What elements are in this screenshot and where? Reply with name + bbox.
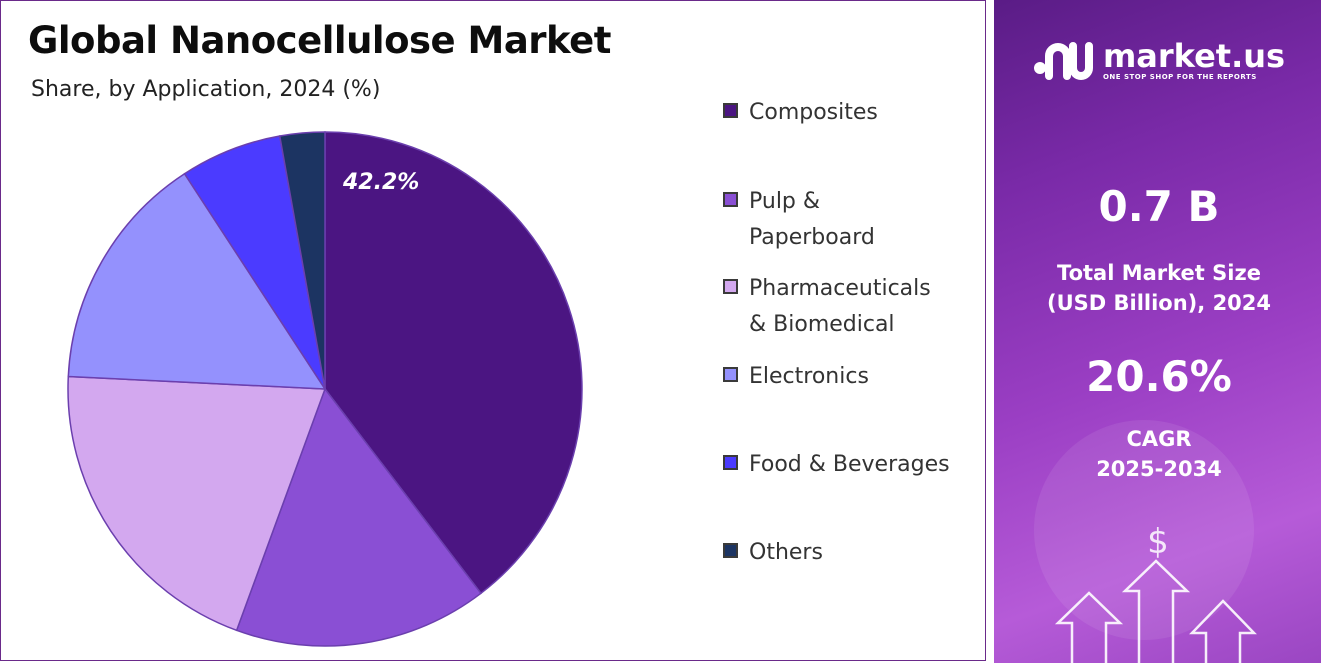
chart-legend: Composites Pulp & Paperboard Pharmaceutic… bbox=[723, 1, 987, 662]
legend-label: Others bbox=[749, 540, 823, 565]
cagr-caption: CAGR 2025-2034 bbox=[1096, 427, 1222, 481]
legend-label: Electronics bbox=[749, 364, 869, 389]
pie-slice-composites bbox=[324, 131, 583, 595]
brand-logo: market.us ONE STOP SHOP FOR THE REPORTS bbox=[994, 38, 1321, 82]
chart-title: Global Nanocellulose Market bbox=[28, 19, 611, 62]
growth-arrows-icon: $ bbox=[1054, 522, 1257, 663]
legend-item-food-beverages: Food & Beverages bbox=[723, 447, 979, 483]
decorative-glow bbox=[1034, 420, 1254, 640]
legend-swatch bbox=[723, 543, 738, 558]
legend-swatch bbox=[723, 192, 738, 207]
data-label-composites: 42.2% bbox=[342, 170, 419, 195]
pie-chart: 42.2% bbox=[67, 131, 583, 647]
dollar-icon: $ bbox=[1147, 522, 1169, 562]
legend-label: Pharmaceuticals & Biomedical bbox=[749, 276, 931, 337]
legend-item-others: Others bbox=[723, 535, 979, 571]
legend-swatch bbox=[723, 279, 738, 294]
market-us-logo-icon bbox=[1033, 42, 1093, 80]
market-size-caption: Total Market Size (USD Billion), 2024 bbox=[1046, 261, 1272, 315]
cagr-value: 20.6% bbox=[1086, 352, 1232, 401]
market-size-value: 0.7 B bbox=[1098, 182, 1220, 231]
legend-label: Composites bbox=[749, 100, 878, 125]
legend-item-pulp-paperboard: Pulp & Paperboard bbox=[723, 184, 979, 256]
legend-item-electronics: Electronics bbox=[723, 359, 979, 395]
chart-subtitle: Share, by Application, 2024 (%) bbox=[31, 77, 381, 102]
pie-slice-electronics bbox=[67, 172, 327, 390]
legend-swatch bbox=[723, 103, 738, 118]
brand-tagline: ONE STOP SHOP FOR THE REPORTS bbox=[1102, 73, 1257, 81]
legend-label: Food & Beverages bbox=[749, 452, 950, 477]
pie-slice-pulp-and-paperboard bbox=[235, 387, 482, 647]
brand-name: market.us bbox=[1102, 37, 1286, 75]
legend-item-composites: Composites bbox=[723, 95, 979, 131]
pie-slice-pharmaceuticals-and-biomedical bbox=[67, 375, 327, 632]
legend-swatch bbox=[723, 367, 738, 382]
pie-slice-others bbox=[278, 131, 326, 390]
legend-item-pharmaceuticals: Pharmaceuticals & Biomedical bbox=[723, 271, 979, 343]
legend-swatch bbox=[723, 455, 738, 470]
legend-label: Pulp & Paperboard bbox=[749, 189, 875, 250]
summary-panel: market.us ONE STOP SHOP FOR THE REPORTS … bbox=[991, 0, 1321, 663]
chart-panel: Global Nanocellulose Market Share, by Ap… bbox=[0, 0, 986, 661]
